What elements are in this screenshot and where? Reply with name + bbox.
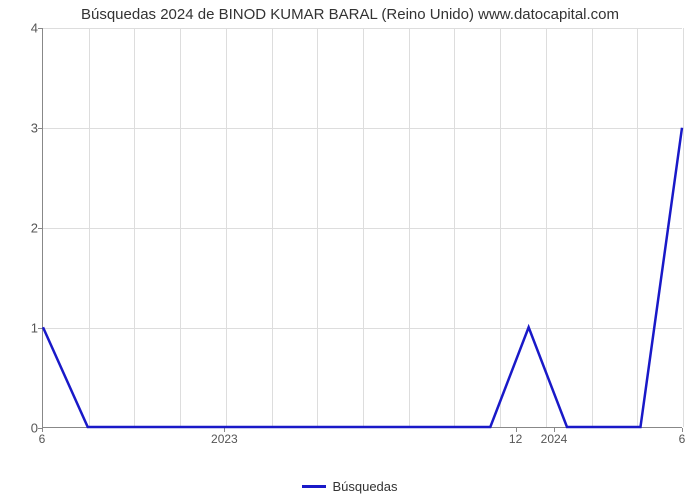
legend-label: Búsquedas (332, 479, 397, 494)
legend: Búsquedas (0, 475, 700, 494)
chart-title: Búsquedas 2024 de BINOD KUMAR BARAL (Rei… (0, 6, 700, 23)
gridline-v (683, 28, 684, 427)
y-tick-label: 1 (8, 321, 38, 336)
y-tick-label: 3 (8, 121, 38, 136)
x-tick-mark (42, 428, 43, 432)
series-polyline (43, 128, 682, 427)
y-tick-label: 4 (8, 21, 38, 36)
x-tick-label: 2023 (211, 432, 238, 446)
x-tick-label: 6 (39, 432, 46, 446)
x-tick-mark (516, 428, 517, 432)
x-tick-mark (224, 428, 225, 432)
line-chart: Búsquedas 2024 de BINOD KUMAR BARAL (Rei… (0, 0, 700, 500)
x-tick-mark (554, 428, 555, 432)
x-tick-mark (682, 428, 683, 432)
legend-item: Búsquedas (302, 479, 397, 494)
x-tick-label: 6 (679, 432, 686, 446)
y-tick-label: 0 (8, 421, 38, 436)
data-series-line (43, 28, 682, 427)
legend-swatch (302, 485, 326, 488)
x-tick-label: 12 (509, 432, 522, 446)
x-tick-label: 2024 (541, 432, 568, 446)
y-tick-label: 2 (8, 221, 38, 236)
plot-area (42, 28, 682, 428)
